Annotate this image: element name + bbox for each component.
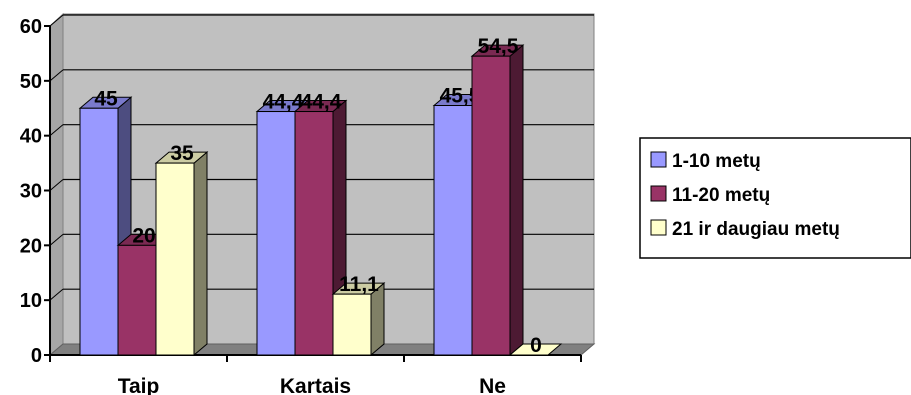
- x-category-label: Kartais: [280, 375, 351, 395]
- data-label: 11,1: [339, 273, 379, 296]
- gridline-side: [49, 69, 64, 82]
- legend-box: [639, 137, 911, 259]
- bar-side: [193, 151, 208, 357]
- legend-swatch: [650, 185, 667, 202]
- gridline-side: [49, 124, 64, 137]
- bar-front: [256, 111, 296, 356]
- legend: 1-10 metų 11-20 metų 21 ir daugiau metų: [639, 137, 911, 259]
- legend-label: 1-10 metų: [672, 151, 761, 172]
- x-category-label: Ne: [479, 375, 506, 395]
- data-label: 45,5: [440, 85, 481, 108]
- bar-front: [332, 293, 372, 356]
- data-label: 54,5: [478, 35, 519, 58]
- y-tick-label: 0: [31, 345, 42, 367]
- data-label: 45: [94, 87, 118, 110]
- y-tick-label: 10: [20, 290, 42, 312]
- bar-front: [433, 105, 473, 356]
- data-label: 44,4: [301, 91, 342, 114]
- legend-label: 11-20 metų: [672, 185, 770, 206]
- bars: 45 20 35 44,444,4 11,1 45,5 54,5 0: [78, 35, 563, 357]
- y-tick-label: 50: [20, 71, 42, 93]
- y-tick-label: 60: [20, 16, 42, 38]
- data-label: 20: [132, 224, 155, 247]
- bar: 54,5: [470, 35, 525, 357]
- bar: 35: [154, 142, 209, 357]
- bar-zero: [508, 343, 563, 356]
- gridline-side: [49, 288, 64, 301]
- x-axis-labels: Taip Kartais Ne: [118, 375, 506, 395]
- gridline-side: [49, 14, 64, 27]
- bar: 11,1: [331, 273, 386, 357]
- data-label: 35: [170, 142, 194, 165]
- bar-front: [471, 55, 511, 356]
- data-label: 44,4: [263, 91, 304, 114]
- y-tick-label: 40: [20, 126, 42, 148]
- gridline-side: [49, 233, 64, 246]
- y-tick-label: 20: [20, 235, 42, 257]
- bar-front: [117, 244, 157, 356]
- legend-label: 21 ir daugiau metų: [672, 219, 840, 240]
- y-tick-label: 30: [20, 181, 42, 203]
- data-label: 0: [530, 334, 542, 357]
- bar: 0: [508, 334, 563, 357]
- bar-front: [79, 107, 119, 356]
- bar-front: [155, 162, 195, 356]
- x-category-label: Taip: [118, 375, 160, 395]
- bar-side: [509, 44, 524, 357]
- legend-swatch: [650, 219, 667, 236]
- legend-swatch: [650, 151, 667, 168]
- y-axis-ticks: 0 10 20 30 40 50 60: [20, 16, 582, 367]
- bar-front: [294, 111, 334, 356]
- gridline-side: [49, 179, 64, 191]
